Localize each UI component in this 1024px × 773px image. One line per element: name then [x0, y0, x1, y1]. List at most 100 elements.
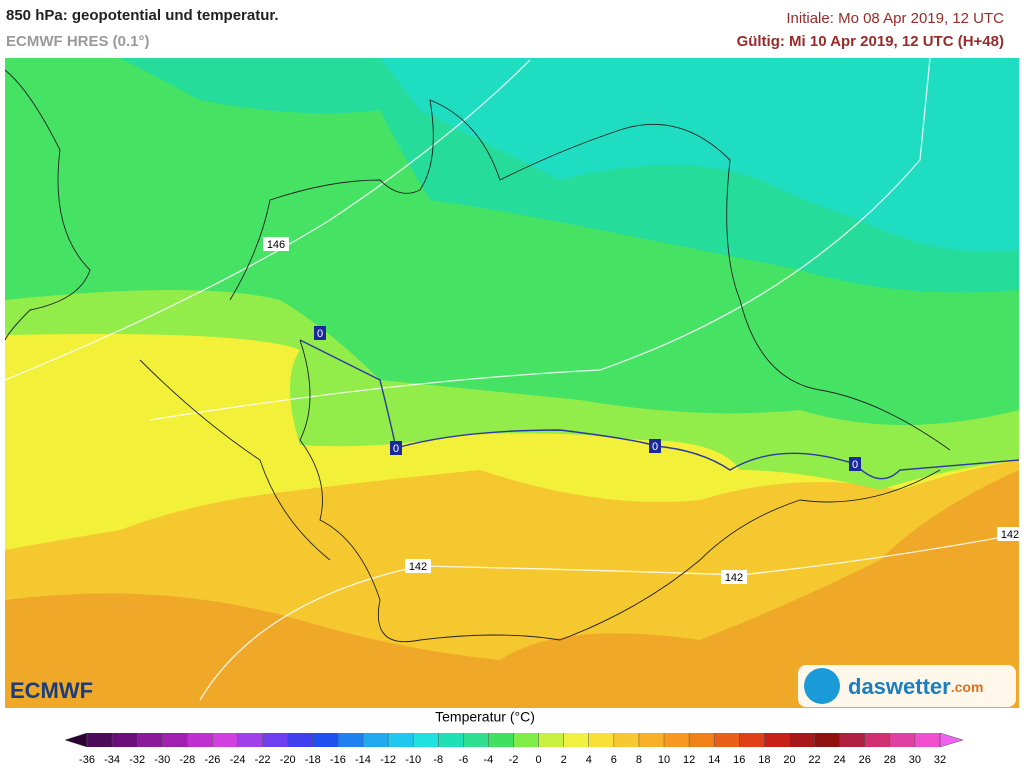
colorbar-bin [463, 733, 489, 747]
label-box [390, 441, 402, 455]
colorbar-bin [664, 733, 690, 747]
ecmwf-logo: ECMWF [10, 678, 93, 703]
isotherm-label: 0 [852, 459, 858, 471]
colorbar-bin [87, 733, 113, 747]
label-box [849, 457, 861, 471]
colorbar-tick-label: -14 [355, 754, 371, 766]
colorbar-tick-label: 4 [586, 754, 592, 766]
colorbar-tick-label: -34 [104, 754, 120, 766]
border [229, 99, 951, 451]
colorbar-bin [714, 733, 740, 747]
geopotential-label: 142 [725, 572, 743, 584]
colorbar-tick-label: -22 [255, 754, 271, 766]
zone-teal [380, 58, 1019, 252]
isotherm-label: 0 [317, 328, 323, 340]
colorbar-tick-label: -30 [154, 754, 170, 766]
colorbar-tick-label: 14 [708, 754, 720, 766]
label-box [997, 527, 1023, 541]
label-box [721, 570, 747, 584]
colorbar-tick-label: 18 [758, 754, 770, 766]
legend-title: Temperatur (°C) [435, 709, 535, 725]
colorbar-bin [638, 733, 665, 747]
colorbar-tick-label: -24 [230, 754, 246, 766]
colorbar-tick-label: -20 [280, 754, 296, 766]
colorbar-bin [312, 733, 339, 747]
colorbar-tick-label: 32 [934, 754, 946, 766]
colorbar-bin [488, 733, 514, 747]
colorbar-tick-label: 10 [658, 754, 670, 766]
map: 146 142 142 142 0 0 0 0 [5, 58, 1023, 708]
geopotential-label: 142 [409, 561, 427, 573]
contour-line [149, 58, 931, 421]
title: 850 hPa: geopotential und temperatur. [6, 7, 279, 24]
logo-suffix: .com [951, 679, 984, 695]
geopotential-label: 142 [1001, 529, 1019, 541]
coastline [5, 69, 91, 341]
colorbar-tick-label: -2 [509, 754, 519, 766]
colorbar-bin [237, 733, 264, 747]
colorbar-tick-label: 24 [834, 754, 846, 766]
valid-time: Gültig: Mi 10 Apr 2019, 12 UTC (H+48) [737, 33, 1004, 50]
colorbar-tick-label: -28 [179, 754, 195, 766]
label-box [405, 559, 431, 573]
colorbar-tick-label: 22 [808, 754, 820, 766]
isotherm-label: 0 [652, 441, 658, 453]
colorbar-bin [814, 733, 841, 747]
colorbar-bin [212, 733, 239, 747]
colorbar-bin [438, 733, 464, 747]
colorbar-bin [563, 733, 590, 747]
label-box [649, 439, 661, 453]
colorbar-tick-label: -10 [405, 754, 421, 766]
subtitle: ECMWF HRES (0.1°) [6, 33, 150, 50]
initial-time: Initiale: Mo 08 Apr 2019, 12 UTC [786, 10, 1004, 27]
colorbar-tick-label: -8 [433, 754, 443, 766]
colorbar-bin [413, 733, 439, 747]
label-box [263, 237, 289, 251]
colorbar-bin [513, 733, 540, 747]
isotherm-label: 0 [393, 443, 399, 455]
colorbar-bin [337, 733, 364, 747]
colorbar-tick-label: -32 [129, 754, 145, 766]
colorbar-bin [388, 733, 414, 747]
colorbar-bin [362, 733, 389, 747]
colorbar-bin [764, 733, 790, 747]
colorbar-tick-label: 0 [536, 754, 542, 766]
colorbar-tick-label: -16 [330, 754, 346, 766]
colorbar-tick-label: -18 [305, 754, 321, 766]
colorbar-tick-label: -4 [484, 754, 494, 766]
logo-text: ECMWF [10, 678, 93, 703]
geopotential-label: 146 [267, 239, 285, 251]
colorbar-bin [162, 733, 188, 747]
contour-line [5, 59, 531, 381]
colorbar-arrow [939, 732, 964, 748]
colorbar-bin [889, 733, 916, 747]
colorbar-bin [588, 733, 615, 747]
colorbar-tick-label: 26 [859, 754, 871, 766]
colorbar-tick-label: 6 [611, 754, 617, 766]
colorbar-bin [613, 733, 640, 747]
colorbar-tick-label: 16 [733, 754, 745, 766]
colorbar-bin [689, 733, 715, 747]
colorbar-tick-label: 28 [884, 754, 896, 766]
colorbar-tick-label: -6 [458, 754, 468, 766]
colorbar-arrow [64, 732, 88, 748]
colorbar-bin [287, 733, 314, 747]
colorbar-bin [137, 733, 163, 747]
colorbar-bin [262, 733, 289, 747]
colorbar-bin [789, 733, 816, 747]
colorbar-bin [112, 733, 138, 747]
colorbar-bin [538, 733, 565, 747]
colorbar-bin [839, 733, 866, 747]
colorbar-tick-label: 20 [783, 754, 795, 766]
colorbar-bin [187, 733, 213, 747]
logo-name: daswetter [848, 674, 951, 699]
colorbar-tick-label: -12 [380, 754, 396, 766]
colorbar-tick-label: 2 [561, 754, 567, 766]
colorbar-tick-label: -36 [79, 754, 95, 766]
colorbar-tick-label: 30 [909, 754, 921, 766]
border [139, 359, 331, 561]
colorbar-tick-label: 12 [683, 754, 695, 766]
logo-text: daswetter.com [848, 674, 983, 699]
